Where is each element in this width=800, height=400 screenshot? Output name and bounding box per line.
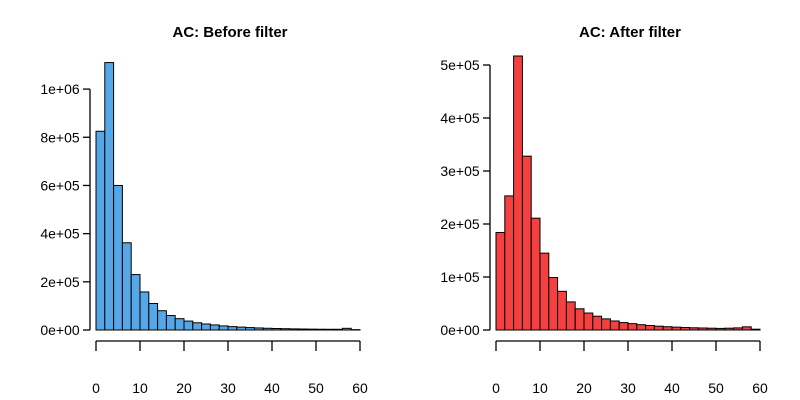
y-tick-label: 5e+05 xyxy=(440,57,480,73)
y-axis: 0e+00 2e+05 4e+05 6e+05 8e+05 1e+06 xyxy=(40,81,91,338)
x-tick-label: 10 xyxy=(132,380,148,396)
histogram-bar xyxy=(689,327,699,331)
histogram-bar xyxy=(297,328,308,331)
histogram-bar xyxy=(271,328,282,331)
histogram-bar xyxy=(262,327,273,331)
histogram-bar xyxy=(706,327,717,331)
y-tick-label: 3e+05 xyxy=(440,163,480,179)
histogram-bar xyxy=(521,155,532,331)
histogram-bar xyxy=(157,310,167,331)
histogram-bar xyxy=(671,326,682,331)
histogram-bar xyxy=(95,130,106,331)
x-tick-label: 40 xyxy=(264,380,280,396)
histogram-bar xyxy=(245,327,255,331)
histogram-bar xyxy=(139,291,150,331)
histogram-bar xyxy=(148,303,159,331)
x-tick-label: 0 xyxy=(492,380,500,396)
histogram-bar xyxy=(121,242,132,331)
histogram-bar xyxy=(504,195,515,331)
x-tick-label: 0 xyxy=(92,380,100,396)
x-tick-label: 20 xyxy=(176,380,192,396)
histogram-bar xyxy=(750,328,761,331)
histogram-bar xyxy=(618,322,629,331)
histogram-bar xyxy=(557,290,567,331)
x-tick-label: 30 xyxy=(620,380,636,396)
x-tick-label: 50 xyxy=(308,380,324,396)
histogram-bar xyxy=(174,318,185,331)
histogram-bar xyxy=(324,328,335,331)
histogram-bar xyxy=(715,327,726,331)
y-tick-label: 0e+00 xyxy=(440,322,480,338)
y-axis: 0e+00 1e+05 2e+05 3e+05 4e+05 5e+05 xyxy=(440,57,491,338)
histogram-bar xyxy=(165,315,176,331)
histogram-bar xyxy=(583,312,594,331)
histogram-bar xyxy=(574,308,585,331)
histogram-bar xyxy=(530,217,541,331)
y-tick-label: 2e+05 xyxy=(40,274,80,290)
x-tick-label: 50 xyxy=(708,380,724,396)
histogram-bar xyxy=(697,327,708,331)
y-tick-label: 4e+05 xyxy=(40,226,80,242)
histogram-bar xyxy=(104,62,115,331)
histogram-bar xyxy=(609,320,620,331)
histogram-bar xyxy=(495,231,506,331)
histogram-bar xyxy=(333,328,343,331)
histogram-bar xyxy=(341,327,352,331)
histogram-bar xyxy=(289,328,299,331)
x-tick-label: 60 xyxy=(352,380,368,396)
y-tick-label: 4e+05 xyxy=(440,110,480,126)
histogram-bar xyxy=(601,318,611,331)
histogram-bar xyxy=(680,327,691,331)
histogram-bar xyxy=(130,274,141,331)
histogram-bar xyxy=(209,324,220,331)
histogram-bar xyxy=(201,323,211,331)
histogram-bar xyxy=(218,325,229,331)
histogram-bar xyxy=(306,328,317,331)
histogram-bar xyxy=(636,324,647,331)
y-tick-label: 6e+05 xyxy=(40,177,80,193)
y-tick-label: 1e+05 xyxy=(440,269,480,285)
histogram-bar xyxy=(548,277,559,331)
x-tick-label: 20 xyxy=(576,380,592,396)
chart-title: AC: After filter xyxy=(579,24,681,41)
x-tick-label: 60 xyxy=(752,380,768,396)
histogram-bar xyxy=(513,55,523,331)
y-tick-label: 0e+00 xyxy=(40,322,80,338)
y-tick-label: 8e+05 xyxy=(40,129,80,145)
histogram-bar xyxy=(113,184,123,331)
bars xyxy=(95,62,361,331)
histogram-bar xyxy=(315,328,326,331)
histogram-bar xyxy=(253,327,264,331)
histogram-bar xyxy=(227,326,238,331)
x-axis: 0 10 20 30 40 50 60 xyxy=(492,340,768,396)
histogram-bar xyxy=(733,327,743,331)
histogram-bar xyxy=(741,326,752,331)
histogram-bar xyxy=(192,322,203,331)
histogram-bar xyxy=(183,320,194,331)
x-tick-label: 40 xyxy=(664,380,680,396)
y-tick-label: 2e+05 xyxy=(440,216,480,232)
histogram-bar xyxy=(627,323,638,331)
y-tick-label: 1e+06 xyxy=(40,81,80,97)
histogram-bar xyxy=(539,252,550,331)
histogram-bar xyxy=(565,301,576,331)
after-filter-panel: AC: After filter 0e+00 1e+05 2e+05 3e+05 4e+… xyxy=(440,24,768,396)
x-axis: 0 10 20 30 40 50 60 xyxy=(92,340,368,396)
histogram-bar xyxy=(236,326,247,331)
histogram-bar xyxy=(653,325,664,331)
histogram-bar xyxy=(645,324,655,331)
histogram-bar xyxy=(662,326,673,331)
x-tick-label: 10 xyxy=(532,380,548,396)
x-tick-label: 30 xyxy=(220,380,236,396)
bars xyxy=(495,55,761,331)
histogram-bar xyxy=(724,327,735,331)
chart-title: AC: Before filter xyxy=(172,24,287,41)
histogram-bar xyxy=(592,315,603,331)
before-filter-panel: AC: Before filter 0e+00 2e+05 4e+05 6e+05 8e… xyxy=(40,24,368,396)
histogram-bar xyxy=(280,328,291,331)
